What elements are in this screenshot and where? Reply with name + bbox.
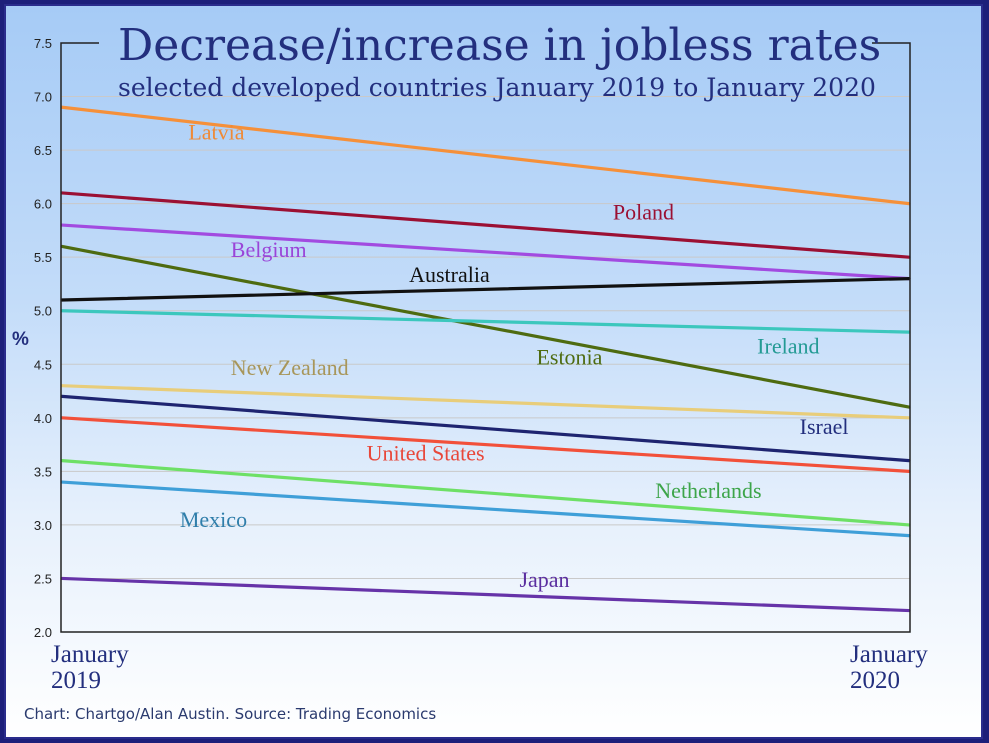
y-tick-label: 6.5	[34, 143, 52, 158]
y-tick-label: 2.5	[34, 571, 52, 586]
series-line-israel	[60, 394, 911, 463]
y-tick-label: 2.0	[34, 625, 52, 640]
y-tick-label: 3.5	[34, 464, 52, 479]
y-tick-label: 4.0	[34, 411, 52, 426]
chart-title: Decrease/increase in jobless rates	[118, 20, 881, 71]
y-tick-label: 3.0	[34, 518, 52, 533]
series-label-netherlands: Netherlands	[655, 478, 761, 503]
series-line-united-states	[60, 416, 911, 473]
y-axis-label: %	[12, 329, 29, 350]
y-tick-label: 6.0	[34, 197, 52, 212]
series-line-japan	[60, 576, 911, 613]
series-label-estonia: Estonia	[536, 344, 602, 369]
series-label-australia: Australia	[409, 262, 490, 287]
chart-subtitle: selected developed countries January 201…	[118, 73, 876, 102]
series-line-belgium	[60, 223, 911, 281]
x-tick-end-year: 2020	[850, 667, 900, 694]
series-label-latvia: Latvia	[188, 119, 244, 144]
series-label-japan: Japan	[519, 567, 569, 592]
y-tick-label: 7.5	[34, 36, 52, 51]
series-line-estonia	[60, 244, 911, 409]
series-line-netherlands	[60, 459, 911, 527]
chart-frame	[4, 4, 983, 739]
y-tick-label: 7.0	[34, 90, 52, 105]
series-line-poland	[60, 191, 911, 259]
series-label-new-zealand: New Zealand	[231, 355, 349, 380]
plot-frame	[60, 42, 911, 633]
series-label-ireland: Ireland	[757, 334, 819, 359]
x-tick-end-month: January	[850, 641, 928, 668]
series-label-israel: Israel	[800, 414, 849, 439]
y-tick-label: 5.5	[34, 250, 52, 265]
series-label-poland: Poland	[613, 200, 674, 225]
series-label-belgium: Belgium	[231, 237, 307, 262]
x-tick-start-month: January	[51, 641, 129, 668]
series-line-ireland	[60, 309, 911, 334]
x-tick-start-year: 2019	[51, 667, 101, 694]
series-label-mexico: Mexico	[180, 507, 247, 532]
series-line-new-zealand	[60, 384, 911, 420]
y-tick-label: 5.0	[34, 304, 52, 319]
y-axis-ticks: 7.5 7.0 6.5 6.0 5.5 5.0 4.5 4.0 3.5 3.0 2.5 2.0	[34, 36, 52, 640]
series-line-mexico	[60, 480, 911, 538]
series-labels: Latvia Poland Belgium Estonia Australia Irela…	[180, 119, 849, 592]
series-lines	[60, 105, 911, 613]
y-tick-label: 4.5	[34, 357, 52, 372]
series-line-latvia	[60, 105, 911, 206]
series-label-united-states: United States	[367, 441, 485, 466]
source-credit: Chart: Chartgo/Alan Austin. Source: Trad…	[24, 705, 436, 723]
gridlines	[61, 96, 910, 579]
series-line-australia	[60, 277, 911, 302]
